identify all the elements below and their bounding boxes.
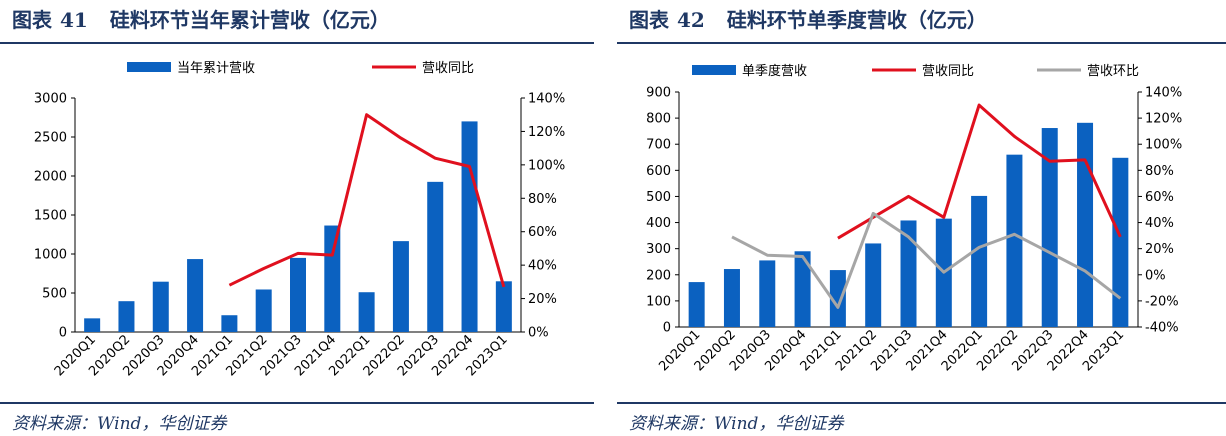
left-tick-label: 800 bbox=[646, 112, 671, 127]
chart-plot-41: 0 500 1000 1500 2000 2500 3000 0% 20% 40% 60% 80% 10… bbox=[34, 61, 565, 379]
right-tick-label: 0% bbox=[1145, 268, 1166, 283]
bar bbox=[290, 257, 306, 332]
right-tick-label: 120% bbox=[1145, 112, 1182, 127]
bar bbox=[1006, 154, 1023, 327]
series-line bbox=[731, 211, 1122, 309]
chart-panel-41: 图表 41 硅料环节当年累计营收（亿元） 0 500 1000 1500 2000 2500 3… bbox=[0, 0, 594, 436]
chart-panel-42: 图表 42 硅料环节单季度营收（亿元） 0 100 200 300 400 500 600 700… bbox=[617, 0, 1226, 436]
title-rule bbox=[617, 42, 1226, 44]
left-tick-label: 0 bbox=[663, 321, 671, 336]
left-tick-label: 1500 bbox=[34, 209, 67, 224]
legend-label: 营收同比 bbox=[922, 64, 974, 79]
bar bbox=[118, 301, 135, 332]
bar bbox=[723, 269, 740, 327]
right-tick-label: 100% bbox=[1145, 138, 1182, 153]
left-tick-label: 300 bbox=[646, 242, 671, 257]
legend-swatch bbox=[692, 65, 736, 75]
right-tick-label: 60% bbox=[528, 225, 557, 240]
source-note: 资料来源：Wind，华创证券 bbox=[12, 414, 227, 434]
left-tick-label: 3000 bbox=[34, 92, 67, 107]
left-tick-label: 400 bbox=[646, 216, 671, 231]
title-rule bbox=[0, 42, 594, 44]
bar bbox=[1112, 157, 1129, 327]
left-tick-label: 900 bbox=[646, 86, 671, 101]
series-line bbox=[228, 113, 506, 288]
bar bbox=[794, 251, 811, 327]
bar bbox=[392, 241, 409, 332]
bar bbox=[152, 281, 169, 332]
bar bbox=[255, 289, 272, 332]
right-tick-label: 140% bbox=[1145, 86, 1182, 101]
right-tick-label: 40% bbox=[1145, 216, 1174, 231]
bar bbox=[427, 181, 444, 332]
legend-label: 营收环比 bbox=[1087, 64, 1139, 79]
bar bbox=[358, 292, 375, 332]
right-tick-label: 120% bbox=[528, 125, 565, 140]
bar bbox=[495, 281, 512, 332]
right-tick-label: -40% bbox=[1145, 321, 1179, 336]
bar bbox=[1041, 128, 1058, 327]
left-tick-label: 100 bbox=[646, 294, 671, 309]
bar bbox=[971, 195, 988, 327]
bar bbox=[84, 318, 101, 332]
right-tick-label: 0% bbox=[528, 326, 549, 341]
bar bbox=[324, 225, 341, 332]
left-tick-label: 600 bbox=[646, 164, 671, 179]
legend-label: 当年累计营收 bbox=[177, 61, 255, 76]
footer-rule bbox=[0, 402, 594, 404]
bar bbox=[187, 259, 204, 332]
bar bbox=[688, 282, 705, 327]
legend-label: 营收同比 bbox=[422, 61, 474, 76]
bar bbox=[829, 270, 846, 327]
bar bbox=[759, 260, 776, 327]
chart-title: 图表 41 硅料环节当年累计营收（亿元） bbox=[12, 8, 390, 32]
right-tick-label: 100% bbox=[528, 158, 565, 173]
left-tick-label: 500 bbox=[646, 190, 671, 205]
left-tick-label: 2000 bbox=[34, 170, 67, 185]
left-tick-label: 700 bbox=[646, 138, 671, 153]
chart-plot-42: 0 100 200 300 400 500 600 700 800 900 -40% -20% 0% 20… bbox=[646, 63, 1182, 374]
bar bbox=[221, 315, 238, 332]
bar bbox=[461, 121, 478, 333]
footer-rule bbox=[617, 402, 1226, 404]
right-tick-label: -20% bbox=[1145, 294, 1179, 309]
right-tick-label: 140% bbox=[528, 92, 565, 107]
right-tick-label: 80% bbox=[528, 192, 557, 207]
right-tick-label: 80% bbox=[1145, 164, 1174, 179]
left-tick-label: 200 bbox=[646, 268, 671, 283]
legend-swatch bbox=[127, 62, 171, 72]
chart-title: 图表 42 硅料环节单季度营收（亿元） bbox=[629, 8, 987, 32]
left-tick-label: 1000 bbox=[34, 248, 67, 263]
legend-label: 单季度营收 bbox=[742, 63, 807, 79]
right-tick-label: 20% bbox=[1145, 242, 1174, 257]
right-tick-label: 60% bbox=[1145, 190, 1174, 205]
series-line bbox=[837, 103, 1122, 240]
source-note: 资料来源：Wind，华创证券 bbox=[629, 414, 844, 434]
bar bbox=[1077, 122, 1094, 327]
bar bbox=[865, 243, 882, 327]
left-tick-label: 0 bbox=[59, 326, 67, 341]
bar bbox=[900, 220, 917, 327]
left-tick-label: 2500 bbox=[34, 131, 67, 146]
right-tick-label: 40% bbox=[528, 259, 557, 274]
right-tick-label: 20% bbox=[528, 292, 557, 307]
left-tick-label: 500 bbox=[42, 287, 67, 302]
